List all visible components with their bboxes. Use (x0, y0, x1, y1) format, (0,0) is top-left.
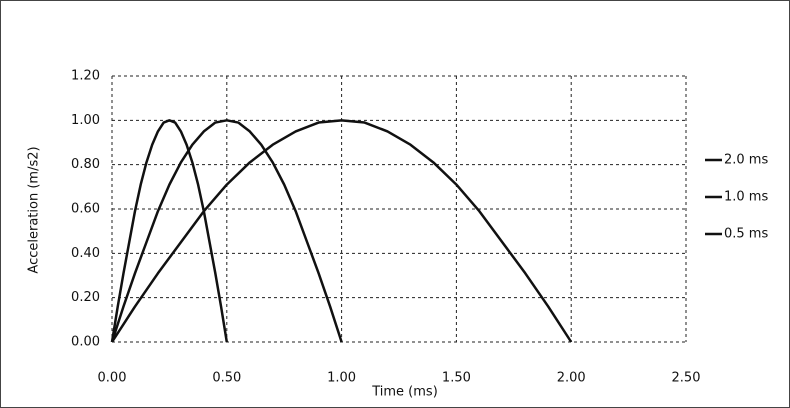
x-tick-label: 0.50 (212, 371, 241, 386)
legend-label: 1.0 ms (724, 190, 768, 205)
legend-label: 0.5 ms (724, 227, 768, 242)
y-tick-label: 0.20 (71, 290, 100, 305)
x-tick-label: 2.00 (557, 371, 586, 386)
y-tick-label: 0.60 (71, 202, 100, 217)
y-axis-label: Acceleration (m/s2) (27, 146, 42, 273)
x-tick-label: 1.50 (442, 371, 471, 386)
y-tick-label: 0.80 (71, 157, 100, 172)
x-tick-label: 2.50 (672, 371, 701, 386)
y-tick-label: 0.00 (71, 335, 100, 350)
x-axis-label: Time (ms) (371, 385, 438, 400)
y-tick-label: 1.00 (71, 113, 100, 128)
series-line (110, 119, 229, 343)
x-tick-label: 0.00 (98, 371, 127, 386)
series-line (110, 119, 573, 343)
x-tick-label: 1.00 (327, 371, 356, 386)
legend-label: 2.0 ms (724, 153, 768, 168)
y-tick-label: 1.20 (71, 69, 100, 84)
y-tick-label: 0.40 (71, 246, 100, 261)
series-line (110, 119, 343, 343)
